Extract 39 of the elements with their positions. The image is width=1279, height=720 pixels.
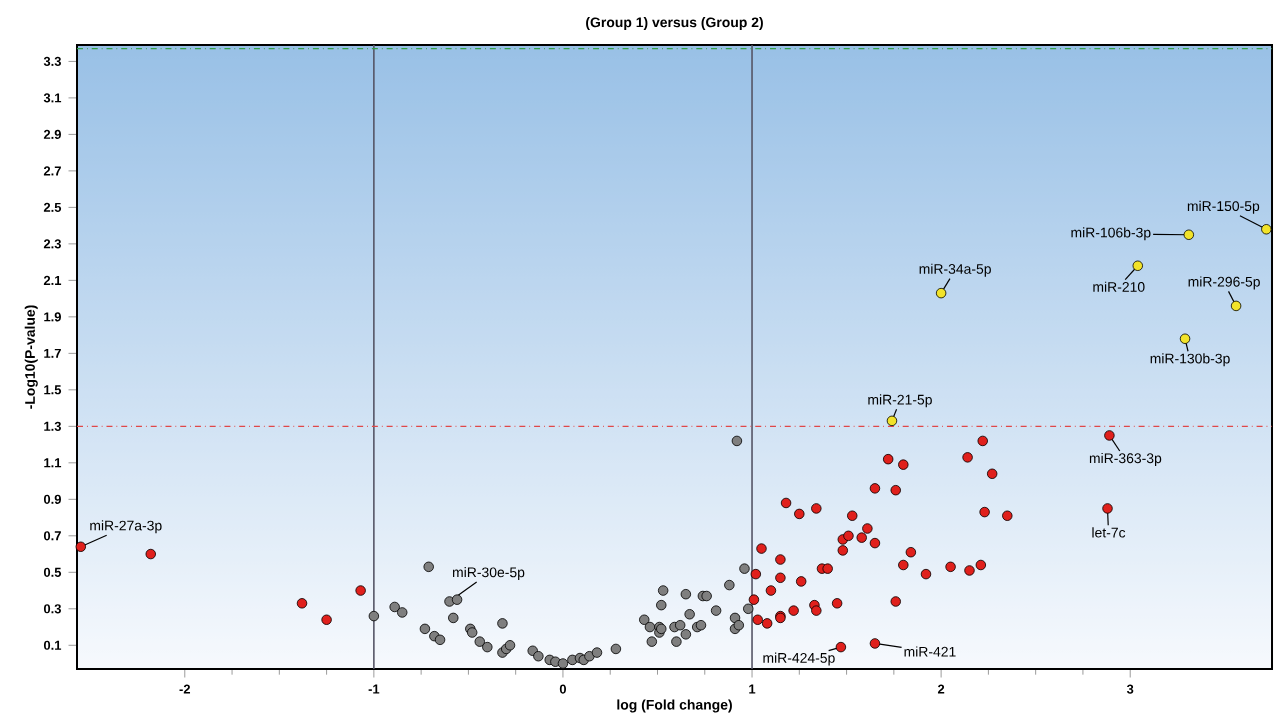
annotation: miR-21-5p bbox=[868, 394, 932, 408]
y-tick-label: 1.1 bbox=[44, 458, 62, 468]
y-tick-label: 0.5 bbox=[43, 567, 62, 577]
y-tick-label: 0.1 bbox=[43, 640, 62, 650]
y-tick-label: 1.5 bbox=[44, 385, 62, 395]
annotation: miR-106b-3p bbox=[1071, 227, 1151, 241]
x-axis-title: log (Fold change) bbox=[617, 699, 732, 713]
y-tick-label: 1.3 bbox=[44, 421, 61, 431]
annotation: miR-30e-5p bbox=[453, 567, 525, 580]
x-tick-label: 1 bbox=[749, 684, 756, 694]
annotation: miR-34a-5p bbox=[919, 263, 991, 277]
y-tick-label: 0.7 bbox=[43, 531, 61, 541]
annotation: let-7c bbox=[1092, 527, 1126, 538]
y-tick-label: 3.3 bbox=[43, 56, 61, 67]
annotation: miR-210 bbox=[1093, 281, 1145, 292]
annotation: miR-27a-3p bbox=[90, 520, 162, 534]
y-tick-label: 2.7 bbox=[43, 166, 61, 176]
annotation: miR-421 bbox=[904, 646, 956, 657]
y-axis-title: -Log10(P-value) bbox=[24, 305, 38, 409]
chart-title: (Group 1) versus (Group 2) bbox=[586, 17, 763, 30]
annotation: miR-296-5p bbox=[1188, 276, 1260, 290]
x-tick-label: 2 bbox=[937, 684, 945, 694]
y-tick-label: 3.1 bbox=[43, 93, 62, 103]
x-tick-label: 3 bbox=[1126, 684, 1134, 694]
y-tick-label: 0.9 bbox=[43, 494, 61, 504]
x-tick-label: 0 bbox=[559, 684, 566, 694]
annotation: miR-363-3p bbox=[1089, 452, 1162, 466]
y-tick-label: 0.3 bbox=[43, 604, 61, 614]
annotation: miR-424-5p bbox=[763, 652, 835, 666]
annotation: miR-150-5p bbox=[1187, 200, 1260, 214]
y-tick-label: 2.1 bbox=[43, 275, 62, 285]
y-tick-label: 1.7 bbox=[44, 348, 61, 358]
annotation: miR-130b-3p bbox=[1150, 353, 1230, 367]
x-tick-label: -1 bbox=[368, 684, 380, 694]
y-tick-label: 2.5 bbox=[43, 202, 62, 212]
y-tick-label: 1.9 bbox=[44, 312, 61, 322]
y-tick-label: 2.9 bbox=[43, 129, 61, 139]
y-tick-label: 2.3 bbox=[43, 239, 61, 249]
x-tick-label: -2 bbox=[179, 684, 191, 694]
